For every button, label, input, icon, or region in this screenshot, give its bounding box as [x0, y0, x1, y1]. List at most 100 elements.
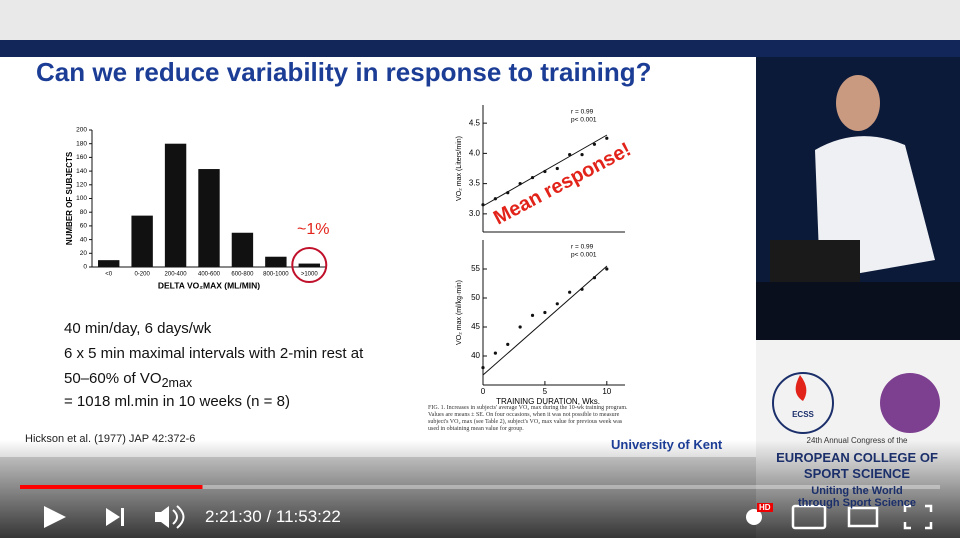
point: [568, 290, 572, 294]
progress-track[interactable]: [20, 485, 940, 489]
theater-button[interactable]: [847, 506, 879, 528]
y-tick-label: 60: [80, 223, 88, 230]
y-tick-label: 40: [80, 236, 88, 243]
slide-title: Can we reduce variability in response to…: [36, 57, 652, 87]
point: [530, 313, 535, 317]
subscript: 2max: [161, 376, 193, 390]
point: [555, 166, 559, 171]
citation: Hickson et al. (1977) JAP 42:372-6: [25, 433, 196, 445]
settings-button[interactable]: [746, 509, 762, 525]
x-tick-label: 600-800: [231, 272, 254, 278]
point: [518, 182, 522, 186]
y-axis-label: VO₂ max (Liters/min): [456, 136, 463, 201]
bar: [131, 215, 153, 267]
x-axis-label: DELTA VO₂MAX (ML/MIN): [158, 280, 260, 290]
y-tick-label: 45: [471, 322, 480, 331]
y-tick-label: 20: [80, 250, 88, 257]
annotation: r = 0.99: [571, 109, 594, 116]
prague-logo: [880, 373, 940, 433]
y-tick-label: 200: [76, 127, 87, 134]
fullscreen-button[interactable]: [903, 504, 933, 530]
highlight-circle: [291, 247, 328, 283]
x-tick-label: 5: [543, 387, 548, 396]
y-tick-label: 180: [76, 140, 87, 147]
x-tick-label: >1000: [301, 272, 319, 278]
y-tick-label: 0: [83, 264, 87, 271]
time-display: 2:21:30 / 11:53:22: [205, 507, 341, 526]
bar: [298, 263, 320, 267]
y-tick-label: 120: [76, 182, 87, 189]
point: [568, 152, 572, 157]
x-tick-label: 200-400: [165, 272, 188, 278]
point: [543, 169, 547, 174]
point: [481, 366, 485, 370]
speaker-head: [836, 75, 880, 131]
bar: [164, 143, 187, 267]
point: [605, 267, 609, 271]
y-tick-label: 40: [471, 351, 480, 360]
point: [580, 152, 584, 157]
annotation: p< 0.001: [571, 252, 597, 259]
play-button[interactable]: [44, 506, 66, 528]
point: [506, 342, 510, 346]
laptop: [770, 240, 860, 285]
point: [530, 175, 535, 180]
point: [580, 287, 584, 291]
point: [493, 197, 497, 201]
x-tick-label: 10: [602, 387, 611, 396]
y-tick-label: 160: [76, 154, 87, 161]
x-axis-label: TRAINING DURATION, Wks.: [496, 397, 600, 406]
x-tick-label: 400-600: [198, 272, 221, 278]
flame: [795, 375, 807, 401]
next-button[interactable]: [106, 508, 124, 526]
point: [506, 191, 510, 195]
y-axis-label: NUMBER OF SUBJECTS: [65, 151, 74, 245]
tagline: Uniting the World through Sport Science: [798, 485, 916, 509]
point: [518, 325, 522, 329]
x-tick-label: 0: [481, 387, 486, 396]
event-name: EUROPEAN COLLEGE OF SPORT SCIENCE: [776, 450, 938, 481]
badge: ECSS: [792, 410, 814, 419]
point: [592, 142, 597, 146]
congress: 24th Annual Congress of the: [806, 436, 908, 445]
point: [543, 310, 547, 315]
podium: [756, 282, 960, 340]
footer: University of Kent: [611, 437, 723, 452]
y-tick-label: 100: [76, 195, 87, 202]
y-tick-label: 4.0: [469, 148, 481, 157]
bullet: 6 x 5 min maximal intervals with 2-min r…: [64, 345, 364, 362]
bullet: = 1018 ml.min in 10 weeks (n = 8): [64, 393, 290, 410]
point: [605, 136, 609, 140]
point: [592, 276, 597, 280]
point: [493, 351, 497, 355]
annotation: ~1%: [297, 221, 330, 238]
bullet-text: 50–60% of VO: [64, 370, 162, 387]
y-tick-label: 3.0: [469, 209, 481, 218]
x-tick-label: 0-200: [134, 272, 150, 278]
bullet: 50–60% of VO2max: [64, 370, 192, 390]
bar: [231, 232, 254, 267]
fit-line-bottom: [482, 265, 608, 376]
quality-badge: HD: [757, 503, 773, 512]
bullet: 40 min/day, 6 days/wk: [64, 320, 212, 337]
x-tick-label: 800-1000: [263, 272, 289, 278]
band: [0, 40, 960, 57]
ecss-logo: [772, 372, 834, 434]
y-tick-label: 50: [471, 293, 480, 302]
y-tick-label: 55: [471, 264, 480, 273]
progress-played: [20, 485, 203, 489]
volume-button[interactable]: [155, 506, 169, 528]
volume-waves: [172, 505, 185, 529]
bar: [198, 169, 220, 267]
point: [481, 203, 485, 207]
y-tick-label: 3.5: [469, 179, 481, 188]
y-axis-label: VO₂ max (ml/kg·min): [456, 280, 463, 345]
figure-caption: FIG. 1. Increases in subjects' average V…: [428, 405, 628, 432]
annotation: p< 0.001: [571, 117, 597, 124]
bar: [265, 256, 287, 267]
miniplayer-button[interactable]: [791, 504, 827, 530]
x-tick-label: <0: [105, 272, 113, 278]
y-tick-label: 80: [80, 209, 88, 216]
